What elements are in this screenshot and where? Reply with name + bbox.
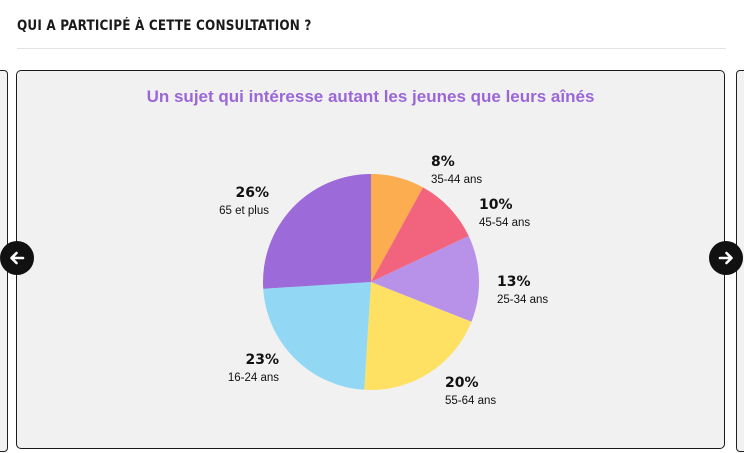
chart-card: Un sujet qui intéresse autant les jeunes… — [16, 70, 725, 449]
slice-percent-label: 26% — [235, 185, 269, 201]
arrow-right-icon — [718, 251, 733, 265]
pie-slice-25-34-ans — [371, 236, 479, 322]
arrow-left-icon — [10, 251, 25, 265]
pie-chart: 8% 35-44 ans 10% 45-54 ans 13% 25-34 ans 20% 55… — [219, 154, 548, 407]
pie-slice-55-64-ans — [364, 282, 472, 390]
pie-slice-16-24-ans — [263, 282, 371, 390]
slice-percent-label: 10% — [479, 197, 513, 213]
slice-category-label: 16-24 ans — [228, 372, 279, 384]
pie-slice-65-et-plus — [263, 174, 371, 289]
pie-slice-45-54-ans — [371, 187, 469, 282]
slice-percent-label: 8% — [431, 154, 455, 170]
title-divider — [17, 48, 726, 49]
carousel-next-button[interactable] — [709, 241, 743, 275]
pie-slice-35-44-ans — [371, 174, 424, 282]
slice-category-label: 25-34 ans — [497, 294, 548, 306]
chart-title: Un sujet qui intéresse autant les jeunes… — [146, 87, 595, 106]
slice-category-label: 45-54 ans — [479, 217, 530, 229]
slice-percent-label: 20% — [445, 375, 479, 391]
slice-category-label: 65 et plus — [219, 205, 269, 217]
carousel-prev-button[interactable] — [0, 241, 34, 275]
section-title: QUI A PARTICIPÉ À CETTE CONSULTATION ? — [17, 18, 312, 34]
slice-category-label: 35-44 ans — [431, 174, 482, 186]
slice-percent-label: 23% — [245, 352, 279, 368]
slice-category-label: 55-64 ans — [445, 395, 496, 407]
slice-percent-label: 13% — [497, 274, 531, 290]
